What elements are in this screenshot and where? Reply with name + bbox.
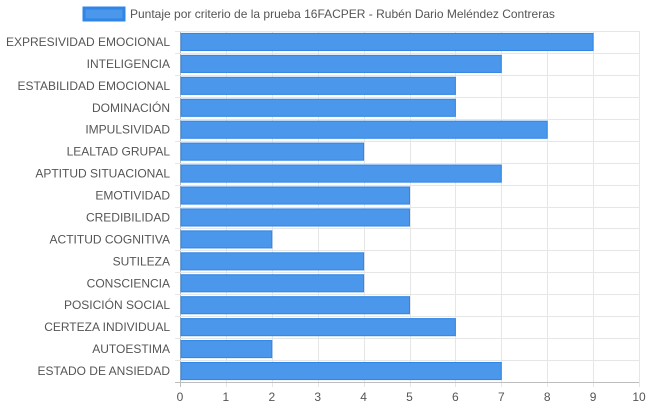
legend[interactable]: Puntaje por criterio de la prueba 16FACP… <box>82 6 555 22</box>
x-tick-label: 1 <box>223 390 230 404</box>
category-label: SUTILEZA <box>113 254 170 268</box>
bar[interactable] <box>180 230 273 249</box>
bar[interactable] <box>180 274 365 293</box>
x-tick-label: 4 <box>360 390 367 404</box>
bar[interactable] <box>180 186 410 205</box>
bar[interactable] <box>180 340 273 359</box>
bar[interactable] <box>180 120 548 139</box>
bar[interactable] <box>180 98 456 117</box>
category-label: EMOTIVIDAD <box>95 189 170 203</box>
category-label: AUTOESTIMA <box>92 342 170 356</box>
category-label: ACTITUD COGNITIVA <box>50 232 170 246</box>
legend-swatch <box>82 6 126 22</box>
x-tick-label: 9 <box>590 390 597 404</box>
x-tick-label: 5 <box>406 390 413 404</box>
category-label: CERTEZA INDIVIDUAL <box>44 320 170 334</box>
category-label: IMPULSIVIDAD <box>85 123 170 137</box>
bars <box>180 32 594 381</box>
category-label: POSICIÓN SOCIAL <box>64 297 170 312</box>
category-label: EXPRESIVIDAD EMOCIONAL <box>6 35 170 49</box>
bar[interactable] <box>180 76 456 95</box>
x-tick-label: 3 <box>314 390 321 404</box>
category-label: ESTABILIDAD EMOCIONAL <box>18 79 171 93</box>
bar[interactable] <box>180 208 410 227</box>
legend-label: Puntaje por criterio de la prueba 16FACP… <box>130 7 555 21</box>
bar[interactable] <box>180 54 502 73</box>
bar[interactable] <box>180 296 410 315</box>
x-tick-labels: 0 1 2 3 4 5 6 7 8 9 10 <box>177 390 646 404</box>
bar[interactable] <box>180 361 502 381</box>
x-tick-label: 0 <box>177 390 184 404</box>
category-labels: EXPRESIVIDAD EMOCIONAL INTELIGENCIA ESTABI… <box>6 35 170 378</box>
x-tick-label: 2 <box>268 390 275 404</box>
bar[interactable] <box>180 252 365 271</box>
bar[interactable] <box>180 164 502 183</box>
category-label: APTITUD SITUACIONAL <box>35 167 170 181</box>
bar[interactable] <box>180 318 456 337</box>
category-label: LEALTAD GRUPAL <box>67 145 171 159</box>
x-tick-label: 10 <box>632 390 646 404</box>
bar[interactable] <box>180 142 365 161</box>
category-label: INTELIGENCIA <box>87 57 170 71</box>
category-label: CREDIBILIDAD <box>86 210 170 224</box>
category-label: DOMINACIÓN <box>92 100 170 115</box>
category-label: CONSCIENCIA <box>87 276 170 290</box>
x-tick-label: 6 <box>452 390 459 404</box>
category-label: ESTADO DE ANSIEDAD <box>38 364 171 378</box>
x-tick-label: 8 <box>544 390 551 404</box>
x-tick-label: 7 <box>498 390 505 404</box>
bar[interactable] <box>180 32 594 52</box>
